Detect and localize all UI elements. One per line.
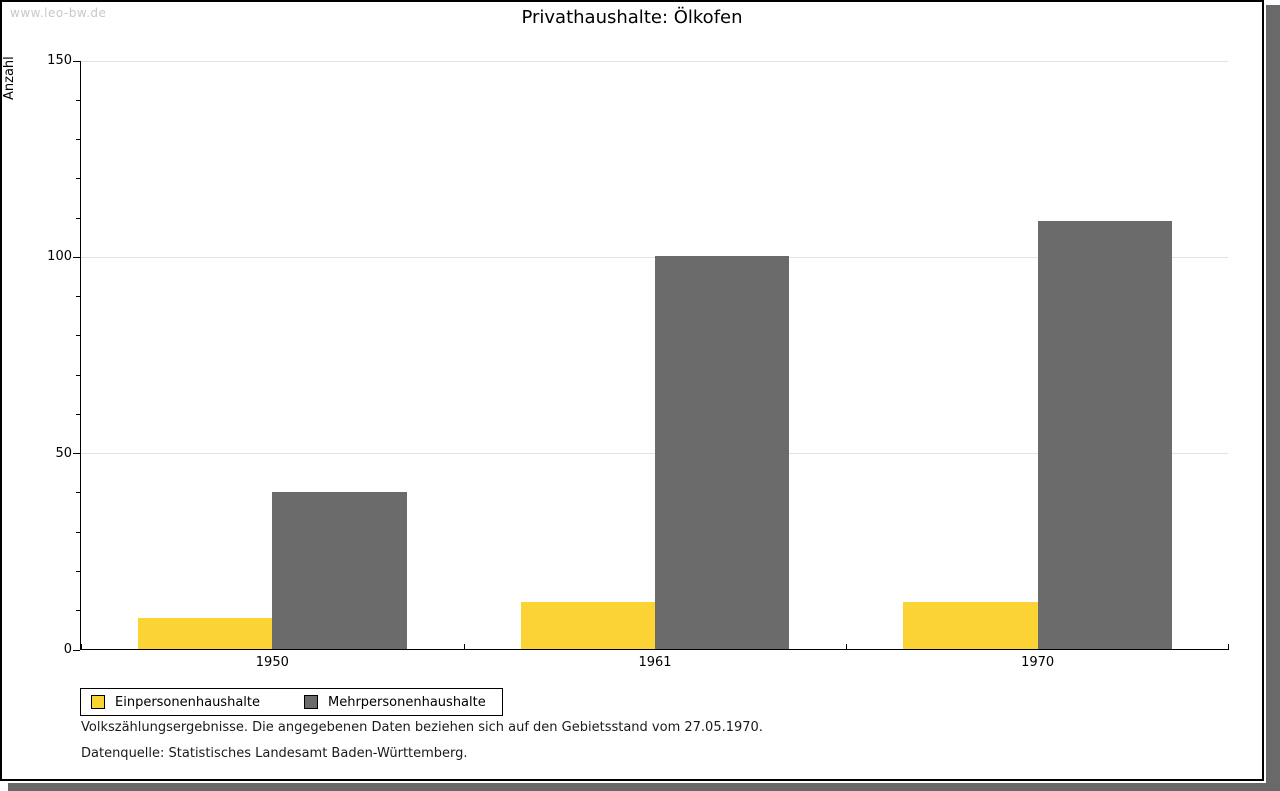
y-minor-tick-110 (76, 217, 80, 219)
x-category-label-1950: 1950 (255, 655, 289, 670)
y-minor-tick-80 (76, 335, 80, 337)
gridline-50 (81, 453, 1228, 455)
y-axis-title: Anzahl (2, 56, 17, 100)
gridline-100 (81, 256, 1228, 258)
legend-item-mehrpersonenhaushalte: Mehrpersonenhaushalte (304, 695, 486, 710)
y-minor-tick-90 (76, 296, 80, 298)
y-minor-tick-30 (76, 531, 80, 533)
y-tick-label-0: 0 (63, 642, 72, 657)
y-tick-label-150: 150 (47, 53, 72, 68)
y-minor-tick-20 (76, 570, 80, 572)
x-boundary-tick-3 (1228, 644, 1229, 650)
bar-mehrpersonenhaushalte-1950 (272, 491, 407, 649)
footnote-data-source: Datenquelle: Statistisches Landesamt Bad… (81, 746, 468, 761)
y-tick-label-50: 50 (55, 445, 72, 461)
x-category-label-1961: 1961 (638, 655, 672, 670)
legend-label: Mehrpersonenhaushalte (328, 694, 486, 710)
legend-label: Einpersonenhaushalte (115, 694, 260, 710)
gridline-150 (81, 60, 1228, 62)
chart-frame: www.leo-bw.de Privathaushalte: Ölkofen A… (0, 0, 1264, 781)
plot-area: 0 50 100 150 1950 1961 1970 (47, 53, 1229, 670)
y-minor-tick-70 (76, 374, 80, 376)
legend: Einpersonenhaushalte Mehrpersonenhaushal… (80, 688, 503, 716)
x-boundary-tick-0 (81, 644, 82, 650)
y-minor-tick-60 (76, 413, 80, 415)
watermark: www.leo-bw.de (10, 6, 107, 20)
bar-mehrpersonenhaushalte-1970 (1037, 221, 1172, 649)
legend-swatch-mehrpersonenhaushalte (304, 695, 318, 709)
legend-swatch-einpersonenhaushalte (91, 695, 105, 709)
footnote-source-note: Volkszählungsergebnisse. Die angegebenen… (81, 720, 763, 735)
y-tick-0 (73, 649, 80, 651)
y-minor-tick-10 (76, 610, 80, 612)
y-minor-tick-130 (76, 139, 80, 141)
bar-einpersonenhaushalte-1950 (138, 617, 273, 649)
x-category-label-1970: 1970 (1021, 655, 1055, 670)
y-tick-100 (73, 256, 80, 258)
y-minor-tick-40 (76, 492, 80, 494)
frame-shadow-bottom (8, 783, 1280, 791)
bar-mehrpersonenhaushalte-1961 (655, 256, 790, 649)
y-tick-150 (73, 60, 80, 62)
chart-title: Privathaushalte: Ölkofen (521, 7, 743, 28)
bar-einpersonenhaushalte-1961 (520, 601, 655, 649)
frame-shadow-right (1266, 5, 1280, 791)
y-tick-50 (73, 453, 80, 455)
legend-item-einpersonenhaushalte: Einpersonenhaushalte (91, 695, 260, 710)
bar-einpersonenhaushalte-1970 (903, 601, 1038, 649)
x-boundary-tick-1 (463, 644, 465, 650)
y-minor-tick-140 (76, 99, 80, 101)
y-tick-label-100: 100 (47, 249, 72, 265)
x-boundary-tick-2 (846, 644, 848, 650)
y-minor-tick-120 (76, 178, 80, 180)
